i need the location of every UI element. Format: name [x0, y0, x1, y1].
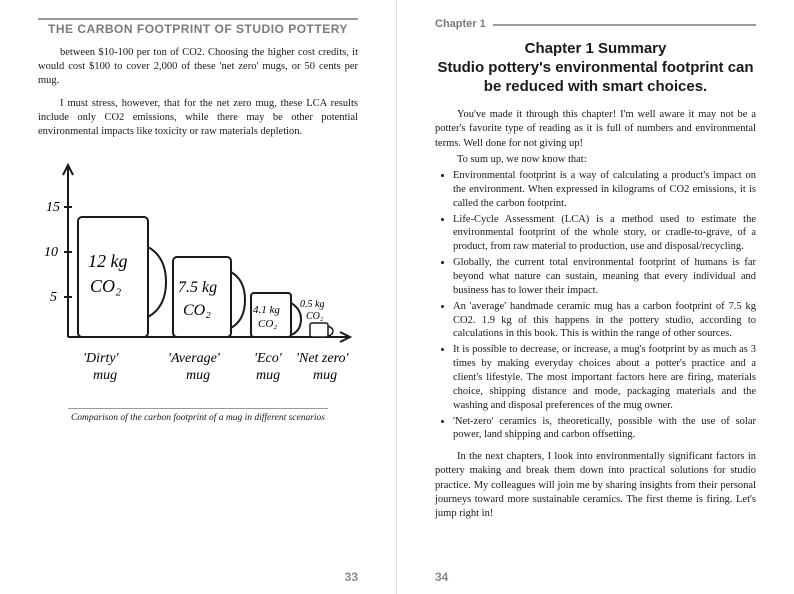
page-number-right: 34: [435, 570, 448, 584]
ytick-10: 10: [44, 245, 58, 260]
svg-text:0.5 kg: 0.5 kg: [300, 299, 324, 310]
title-line-2: Studio pottery's environmental footprint…: [437, 59, 753, 95]
chapter-header: Chapter 1: [435, 18, 756, 30]
left-page: THE CARBON FOOTPRINT OF STUDIO POTTERY b…: [0, 0, 397, 594]
page-number-left: 33: [345, 570, 358, 584]
ytick-5: 5: [50, 290, 57, 305]
chapter-label: Chapter 1: [435, 18, 486, 30]
bullet-item: Life-Cycle Assessment (LCA) is a method …: [453, 213, 756, 255]
right-page: Chapter 1 Chapter 1 Summary Studio potte…: [397, 0, 794, 594]
chart-svg: 15 10 5 12 kg CO₂ 'Dirty' mug 7.5 kg CO₂: [38, 157, 358, 387]
svg-text:mug: mug: [93, 368, 117, 383]
mug-dirty: 12 kg CO₂ 'Dirty' mug: [78, 217, 166, 383]
mug-avg-val1: 7.5 kg: [178, 279, 217, 296]
header-line: [493, 24, 756, 26]
summary-bullets: Environmental footprint is a way of calc…: [435, 169, 756, 442]
bullet-item: 'Net-zero' ceramics is, theoretically, p…: [453, 415, 756, 443]
para-2: I must stress, however, that for the net…: [38, 97, 358, 140]
svg-text:mug: mug: [186, 368, 210, 383]
mug-avg-val2: CO₂: [183, 302, 211, 319]
intro-para-1: You've made it through this chapter! I'm…: [435, 108, 756, 151]
title-line-1: Chapter 1 Summary: [435, 40, 756, 59]
intro-para-2: To sum up, we now know that:: [435, 153, 756, 167]
bullet-item: It is possible to decrease, or increase,…: [453, 343, 756, 412]
svg-text:CO₂: CO₂: [306, 311, 324, 322]
bullet-item: Globally, the current total environmenta…: [453, 256, 756, 298]
summary-title: Chapter 1 Summary Studio pottery's envir…: [435, 40, 756, 96]
running-header: THE CARBON FOOTPRINT OF STUDIO POTTERY: [38, 22, 358, 36]
svg-text:'Average': 'Average': [168, 351, 221, 366]
mug-dirty-val2: CO₂: [90, 276, 121, 296]
para-1: between $10-100 per ton of CO2. Choosing…: [38, 46, 358, 89]
svg-text:4.1 kg: 4.1 kg: [253, 304, 280, 316]
svg-text:mug: mug: [256, 368, 280, 383]
svg-text:mug: mug: [313, 368, 337, 383]
bullet-item: Environmental footprint is a way of calc…: [453, 169, 756, 211]
mug-dirty-name1: 'Dirty': [83, 351, 120, 366]
chart-caption: Comparison of the carbon footprint of a …: [68, 408, 328, 423]
header-rule: [38, 18, 358, 20]
mug-chart: 15 10 5 12 kg CO₂ 'Dirty' mug 7.5 kg CO₂: [38, 157, 358, 392]
mug-dirty-val1: 12 kg: [88, 251, 128, 271]
svg-text:'Net zero': 'Net zero': [296, 351, 350, 366]
summary-body: You've made it through this chapter! I'm…: [435, 108, 756, 521]
body-text: between $10-100 per ton of CO2. Choosing…: [38, 46, 358, 139]
outro-para: In the next chapters, I look into enviro…: [435, 450, 756, 521]
svg-text:'Eco': 'Eco': [254, 351, 283, 366]
svg-text:CO₂: CO₂: [258, 318, 277, 330]
mug-average: 7.5 kg CO₂ 'Average' mug: [168, 257, 245, 383]
ytick-15: 15: [46, 200, 60, 215]
bullet-item: An 'average' handmade ceramic mug has a …: [453, 300, 756, 342]
